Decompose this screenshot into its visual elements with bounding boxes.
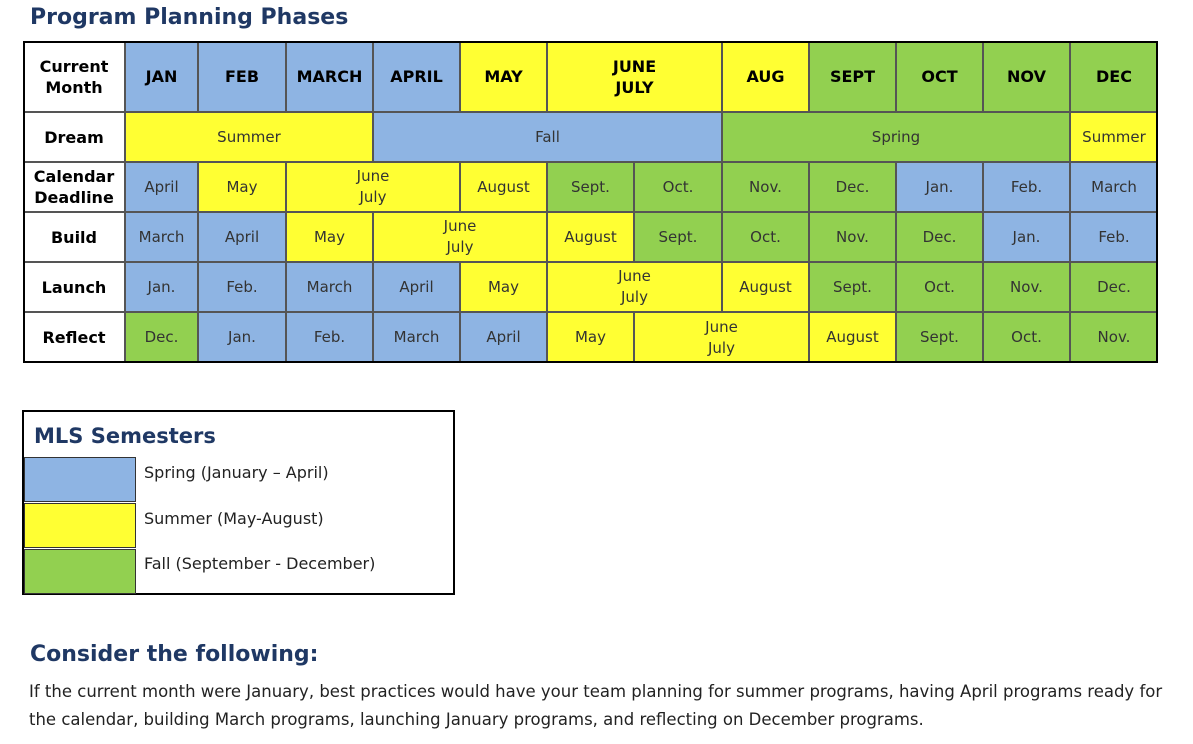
fall-legend-label: Fall (September - December): [144, 554, 376, 573]
phase-label: Calendar Deadline: [23, 162, 125, 212]
phase-cell: Summer: [125, 112, 373, 162]
phase-cell: Oct.: [634, 162, 722, 212]
phase-cell: May: [286, 212, 373, 262]
month-header: OCT: [896, 41, 983, 112]
phase-cell: Sept.: [809, 262, 896, 312]
phase-cell: April: [125, 162, 198, 212]
month-header: MARCH: [286, 41, 373, 112]
summer-legend-label: Summer (May-August): [144, 509, 324, 528]
fall-swatch: [24, 549, 136, 594]
phase-cell: August: [460, 162, 547, 212]
phase-cell: April: [373, 262, 460, 312]
month-header: JUNE JULY: [547, 41, 722, 112]
spring-swatch: [24, 457, 136, 502]
planning-phases-table: Current Month JAN FEB MARCH APRIL MAY JUNE JUL…: [23, 41, 1158, 363]
page-title: Program Planning Phases: [30, 5, 349, 30]
month-header: AUG: [722, 41, 809, 112]
phase-label: Dream: [23, 112, 125, 162]
phase-cell: May: [547, 312, 634, 363]
phase-cell: Feb.: [286, 312, 373, 363]
phase-cell: Summer: [1070, 112, 1158, 162]
summer-swatch: [24, 503, 136, 548]
phase-cell: May: [198, 162, 286, 212]
phase-cell: Feb.: [198, 262, 286, 312]
phase-cell: May: [460, 262, 547, 312]
phase-cell: June July: [547, 262, 722, 312]
phase-cell: March: [125, 212, 198, 262]
phase-cell: Nov.: [722, 162, 809, 212]
phase-cell: March: [1070, 162, 1158, 212]
phase-cell: June July: [286, 162, 460, 212]
phase-label: Reflect: [23, 312, 125, 363]
phase-cell: April: [198, 212, 286, 262]
month-header: NOV: [983, 41, 1070, 112]
month-header: MAY: [460, 41, 547, 112]
phase-cell: Jan.: [198, 312, 286, 363]
phase-cell: Oct.: [983, 312, 1070, 363]
phase-cell: Dec.: [896, 212, 983, 262]
phase-cell: Dec.: [809, 162, 896, 212]
phase-cell: June July: [634, 312, 809, 363]
phase-label: Build: [23, 212, 125, 262]
phase-cell: Feb.: [1070, 212, 1158, 262]
phase-cell: Nov.: [809, 212, 896, 262]
phase-cell: Sept.: [547, 162, 634, 212]
phase-cell: March: [373, 312, 460, 363]
consider-paragraph: If the current month were January, best …: [29, 682, 1163, 729]
phase-cell: Jan.: [983, 212, 1070, 262]
phase-cell: March: [286, 262, 373, 312]
phase-cell: Oct.: [896, 262, 983, 312]
phase-cell: April: [460, 312, 547, 363]
phase-cell: August: [547, 212, 634, 262]
phase-cell: August: [722, 262, 809, 312]
phase-cell: Spring: [722, 112, 1070, 162]
phase-cell: Jan.: [896, 162, 983, 212]
phase-cell: Nov.: [983, 262, 1070, 312]
phase-cell: Nov.: [1070, 312, 1158, 363]
phase-cell: Sept.: [634, 212, 722, 262]
current-month-header: Current Month: [23, 41, 125, 112]
month-header: APRIL: [373, 41, 460, 112]
phase-cell: Fall: [373, 112, 722, 162]
month-header: DEC: [1070, 41, 1158, 112]
phase-cell: August: [809, 312, 896, 363]
spring-legend-label: Spring (January – April): [144, 463, 329, 482]
month-header: SEPT: [809, 41, 896, 112]
phase-cell: June July: [373, 212, 547, 262]
phase-label: Launch: [23, 262, 125, 312]
phase-cell: Dec.: [1070, 262, 1158, 312]
phase-cell: Feb.: [983, 162, 1070, 212]
legend-title: MLS Semesters: [34, 424, 216, 448]
phase-cell: Dec.: [125, 312, 198, 363]
consider-heading: Consider the following:: [30, 642, 319, 667]
semesters-legend: MLS Semesters Spring (January – April) S…: [22, 410, 455, 595]
phase-cell: Sept.: [896, 312, 983, 363]
month-header: FEB: [198, 41, 286, 112]
phase-cell: Jan.: [125, 262, 198, 312]
month-header: JAN: [125, 41, 198, 112]
phase-cell: Oct.: [722, 212, 809, 262]
